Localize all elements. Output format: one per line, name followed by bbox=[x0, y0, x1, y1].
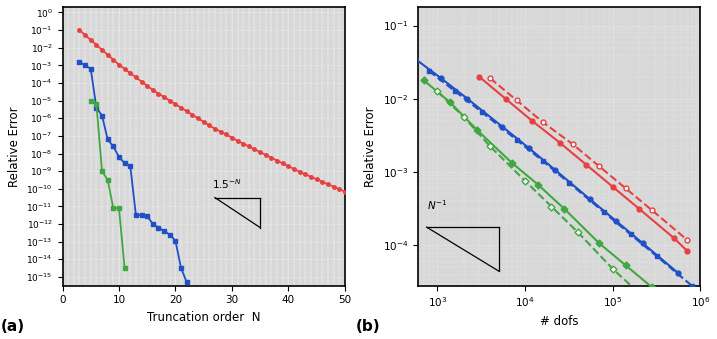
Text: $N^{-1}$: $N^{-1}$ bbox=[427, 199, 447, 213]
Y-axis label: Relative Error: Relative Error bbox=[364, 106, 377, 187]
Y-axis label: Relative Error: Relative Error bbox=[8, 106, 21, 187]
X-axis label: Truncation order  N: Truncation order N bbox=[147, 311, 260, 324]
X-axis label: # dofs: # dofs bbox=[540, 315, 579, 328]
Text: (a): (a) bbox=[1, 319, 24, 334]
Text: (b): (b) bbox=[356, 319, 381, 334]
Text: $1.5^{-N}$: $1.5^{-N}$ bbox=[212, 177, 242, 191]
